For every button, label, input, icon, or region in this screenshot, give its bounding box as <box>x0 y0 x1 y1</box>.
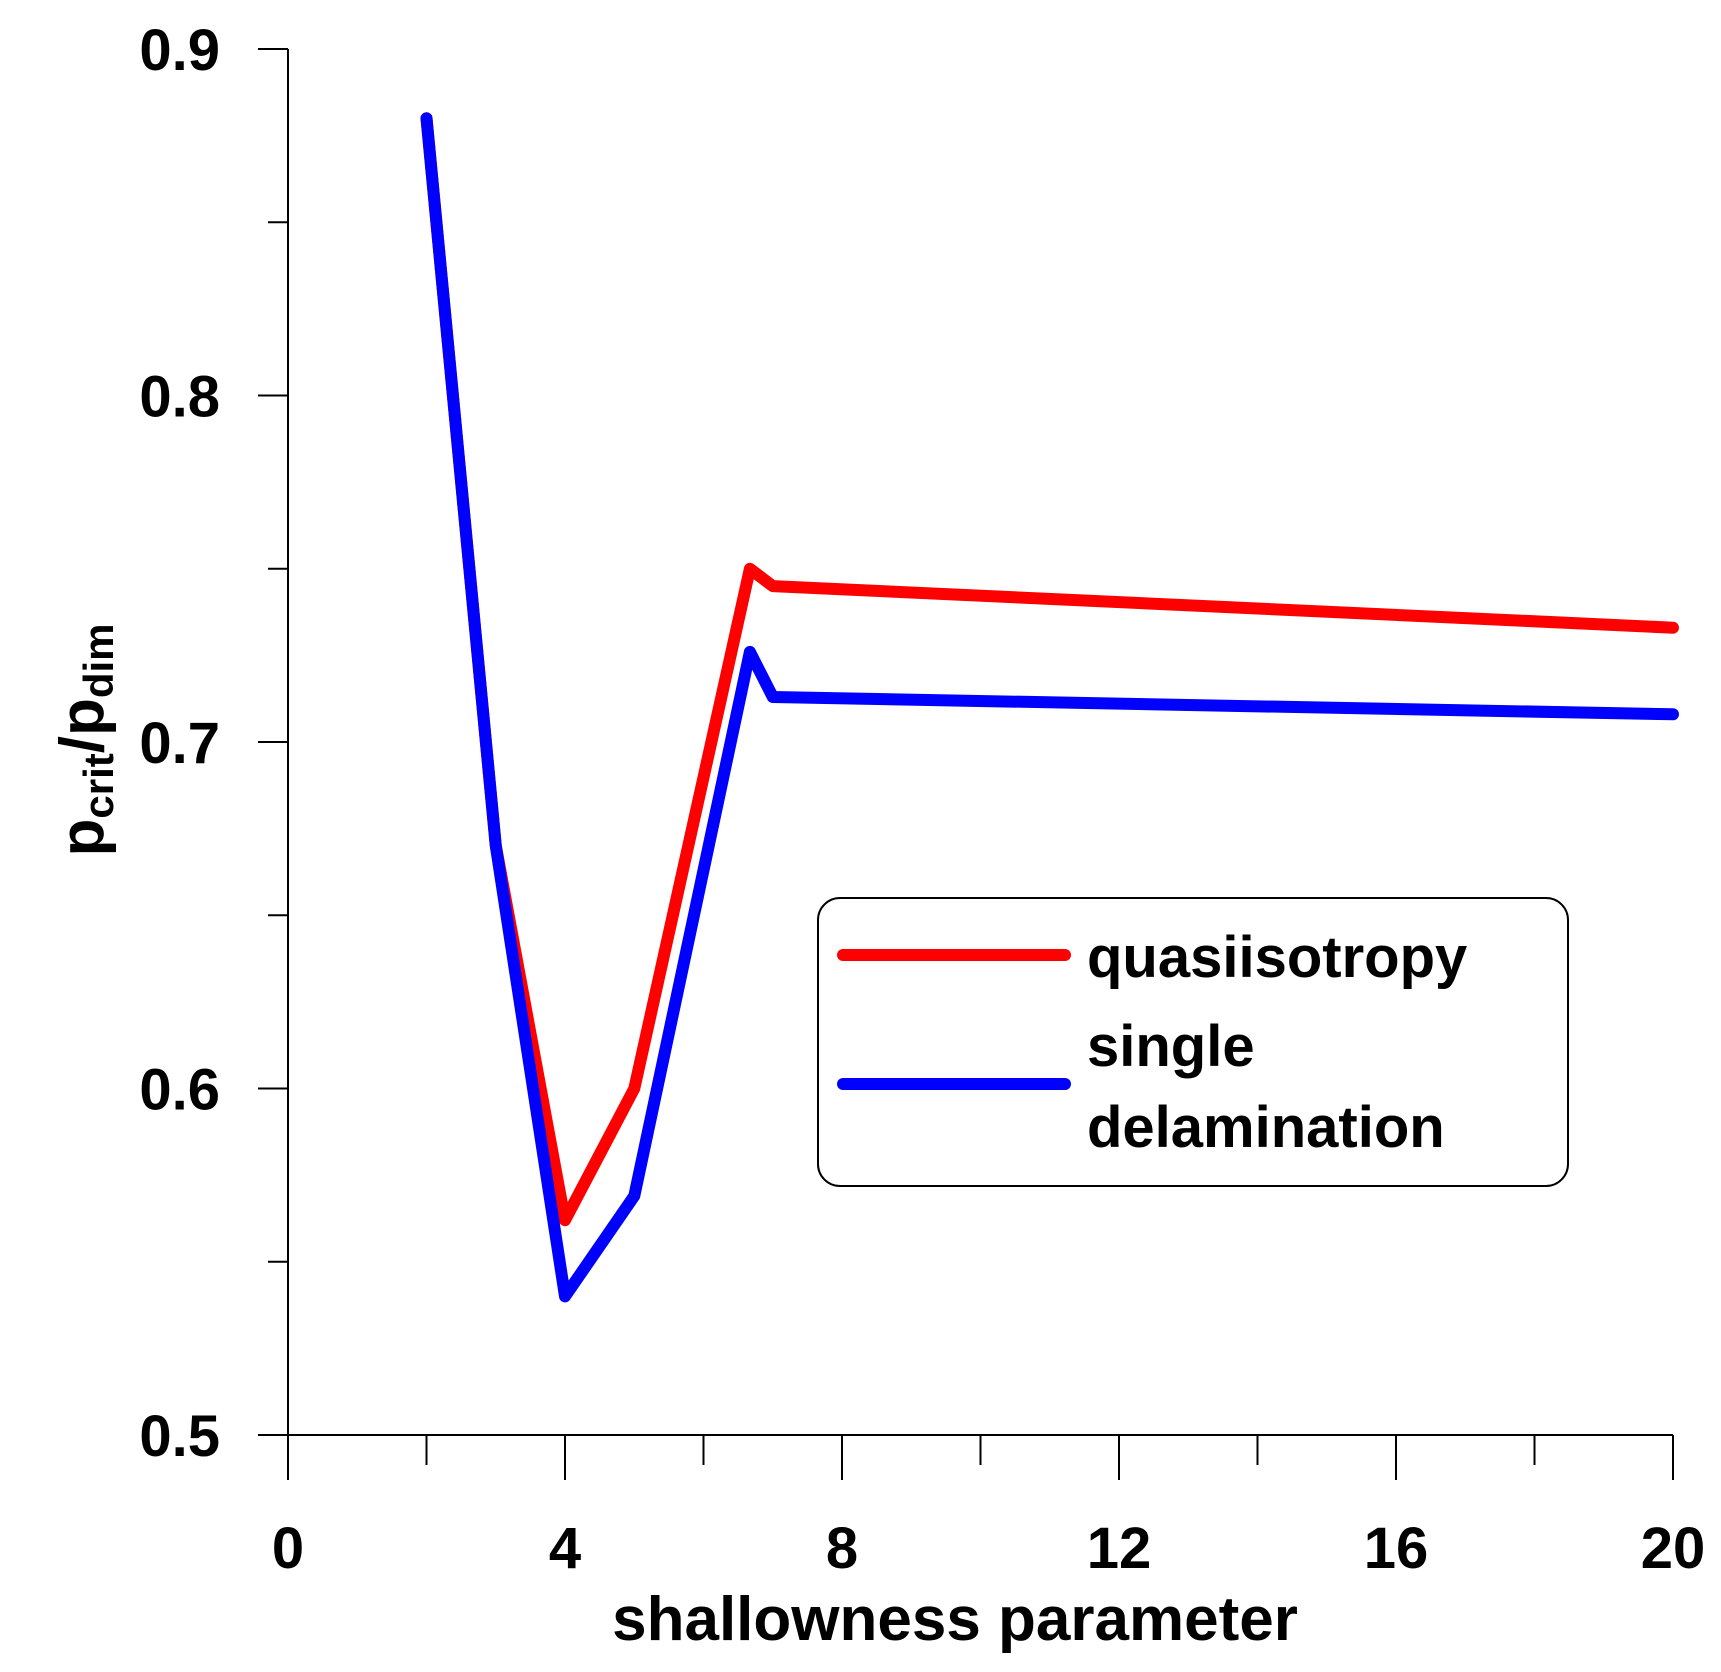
y-tick-label: 0.5 <box>139 1404 220 1469</box>
y-axis: 0.5 0.6 0.7 0.8 0.9 <box>139 18 289 1469</box>
legend-label-single-delamination-line-1: single <box>1087 1014 1255 1079</box>
x-tick-label: 8 <box>826 1516 858 1581</box>
y-tick-label: 0.6 <box>139 1058 220 1123</box>
legend-box <box>817 897 1569 1187</box>
y-tick-label: 0.8 <box>139 365 220 430</box>
x-axis: 0 4 8 12 16 20 <box>272 1434 1706 1581</box>
legend-label-quasiisotropy: quasiisotropy <box>1087 925 1467 990</box>
y-axis-title-sub1: crit <box>75 753 122 818</box>
y-axis-title: pcrit/pdim <box>48 623 122 856</box>
x-tick-label: 16 <box>1364 1516 1429 1581</box>
legend: quasiisotropy single delamination <box>817 897 1569 1187</box>
x-tick-label: 4 <box>549 1516 581 1581</box>
series-line-single-delamination <box>420 112 1679 1303</box>
x-axis-title: shallowness parameter <box>612 1585 1298 1654</box>
y-axis-title-sep: / <box>48 736 117 753</box>
y-tick-label: 0.7 <box>139 711 220 776</box>
y-axis-title-p2: p <box>48 698 117 736</box>
series-layer <box>420 112 1679 1303</box>
y-tick-label: 0.9 <box>139 18 220 83</box>
x-tick-label: 20 <box>1641 1516 1706 1581</box>
x-tick-label: 0 <box>272 1516 304 1581</box>
y-axis-title-p1: p <box>48 819 117 857</box>
y-axis-title-sub2: dim <box>75 623 122 698</box>
x-tick-label: 12 <box>1087 1516 1152 1581</box>
legend-label-single-delamination-line-2: delamination <box>1087 1095 1445 1160</box>
